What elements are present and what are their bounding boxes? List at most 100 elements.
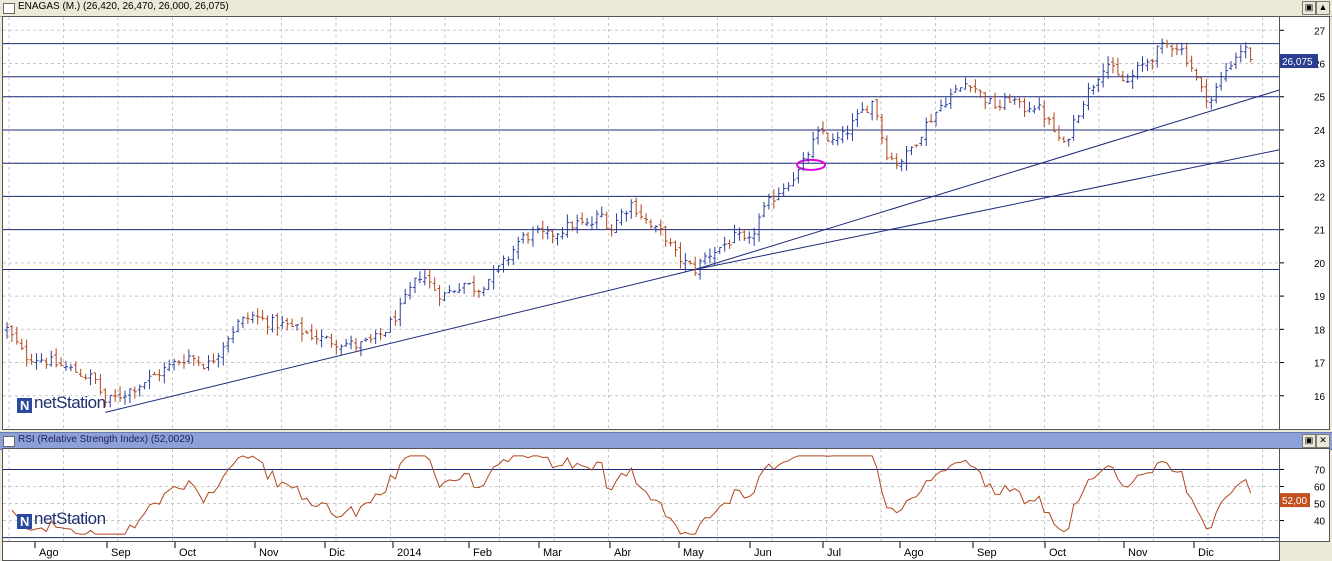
restore-icon[interactable]: ▣ <box>1302 1 1316 15</box>
restore-icon[interactable]: ▣ <box>1302 434 1316 448</box>
ohlc-bar <box>285 317 290 331</box>
ohlc-bar <box>1184 42 1189 67</box>
ohlc-bar <box>88 369 93 386</box>
ohlc-bar <box>855 109 860 128</box>
ohlc-bar <box>280 315 285 330</box>
ohlc-bar <box>747 231 752 244</box>
y-tick-label: 70 <box>1314 465 1326 476</box>
ohlc-bar <box>265 315 270 335</box>
ohlc-bar <box>806 151 811 163</box>
ohlc-bar <box>324 335 329 339</box>
ohlc-bar <box>275 313 280 336</box>
ohlc-bar <box>231 326 236 344</box>
ohlc-bar <box>1189 55 1194 72</box>
ohlc-bar <box>9 325 14 343</box>
ohlc-bar <box>879 114 884 144</box>
ohlc-bar <box>703 252 708 265</box>
ohlc-bar <box>162 362 167 384</box>
ohlc-bar <box>1037 97 1042 111</box>
ohlc-bar <box>688 260 693 265</box>
ohlc-bar <box>1228 61 1233 71</box>
ohlc-bar <box>19 338 24 351</box>
ohlc-bar <box>693 256 698 276</box>
ohlc-bar <box>521 231 526 244</box>
ohlc-bar <box>1120 70 1125 82</box>
ohlc-bar <box>39 353 44 363</box>
close-icon[interactable]: ✕ <box>1316 434 1330 448</box>
ohlc-bar <box>1140 56 1145 72</box>
ohlc-bar <box>103 388 108 407</box>
ohlc-bar <box>1150 58 1155 70</box>
ohlc-bar <box>29 353 34 365</box>
ohlc-bar <box>34 353 39 370</box>
x-tick-label: Sep <box>977 547 997 559</box>
ohlc-bar <box>958 87 963 92</box>
ohlc-bar <box>835 131 840 146</box>
ohlc-bar <box>599 206 604 218</box>
ohlc-bar <box>49 350 54 367</box>
rsi-y-axis-svg: 40 50 60 70 52,00 <box>1280 465 1326 528</box>
ohlc-bar <box>673 240 678 257</box>
ohlc-bar <box>5 322 9 339</box>
ohlc-bar <box>108 394 113 408</box>
ohlc-bar <box>93 372 98 384</box>
x-tick-label: Nov <box>1128 547 1148 559</box>
ohlc-bar <box>1233 52 1238 70</box>
ohlc-bar <box>314 330 319 345</box>
ohlc-bar <box>250 311 255 324</box>
ohlc-bar <box>1248 47 1253 63</box>
ohlc-bar <box>1243 42 1248 59</box>
y-tick-label: 25 <box>1314 93 1326 104</box>
ohlc-bar <box>255 308 260 325</box>
ohlc-bar <box>791 172 796 187</box>
ohlc-bar <box>260 309 265 321</box>
ohlc-bar <box>511 245 516 266</box>
ohlc-bar <box>707 248 712 264</box>
ohlc-bar <box>983 92 988 110</box>
ohlc-bar <box>1076 114 1081 124</box>
ohlc-bar <box>938 99 943 112</box>
x-axis-svg: Ago Sep Oct Nov Dic 2014 Feb Mar Abr May Jun Jul Ago… <box>34 542 1214 559</box>
ohlc-bar <box>526 232 531 244</box>
ohlc-bar <box>191 355 196 366</box>
ohlc-bar <box>752 227 757 247</box>
ohlc-bar <box>132 386 137 399</box>
ohlc-bar <box>580 212 585 225</box>
ohlc-bar <box>206 355 211 371</box>
ohlc-bar <box>1056 125 1061 142</box>
last-price-badge <box>1280 54 1318 69</box>
ohlc-bar <box>83 373 88 380</box>
ohlc-bar <box>1165 39 1170 49</box>
ohlc-bar <box>1081 100 1086 119</box>
y-tick-label: 22 <box>1314 192 1326 203</box>
ohlc-bar <box>1160 38 1165 54</box>
ohlc-bar <box>889 152 894 161</box>
ohlc-bar <box>776 187 781 201</box>
price-panel-titlebar: ENAGAS (M.) (26,420, 26,470, 26,000, 26,… <box>0 0 1332 17</box>
ohlc-bar <box>1238 44 1243 63</box>
ohlc-bar <box>555 233 560 246</box>
ohlc-bar <box>422 270 427 286</box>
ohlc-bar <box>147 369 152 390</box>
maximize-icon[interactable]: ▲ <box>1316 1 1330 15</box>
ohlc-bar <box>1047 116 1052 125</box>
ohlc-bar <box>295 324 300 331</box>
ohlc-bar <box>865 105 870 114</box>
trend-line-steep <box>695 89 1280 270</box>
ohlc-bar <box>152 371 157 376</box>
y-tick-label: 20 <box>1314 259 1326 270</box>
x-tick-label: Dic <box>1198 547 1214 559</box>
ohlc-bar <box>1007 93 1012 103</box>
x-tick-label: Jul <box>827 547 841 559</box>
ohlc-bar <box>304 330 309 334</box>
x-tick-label: Sep <box>111 547 131 559</box>
ohlc-bar <box>1042 100 1047 128</box>
ohlc-bar <box>530 226 535 247</box>
ohlc-bar <box>550 229 555 244</box>
ohlc-bar <box>1115 57 1120 76</box>
ohlc-bar <box>953 84 958 93</box>
ohlc-bar <box>1125 73 1130 84</box>
